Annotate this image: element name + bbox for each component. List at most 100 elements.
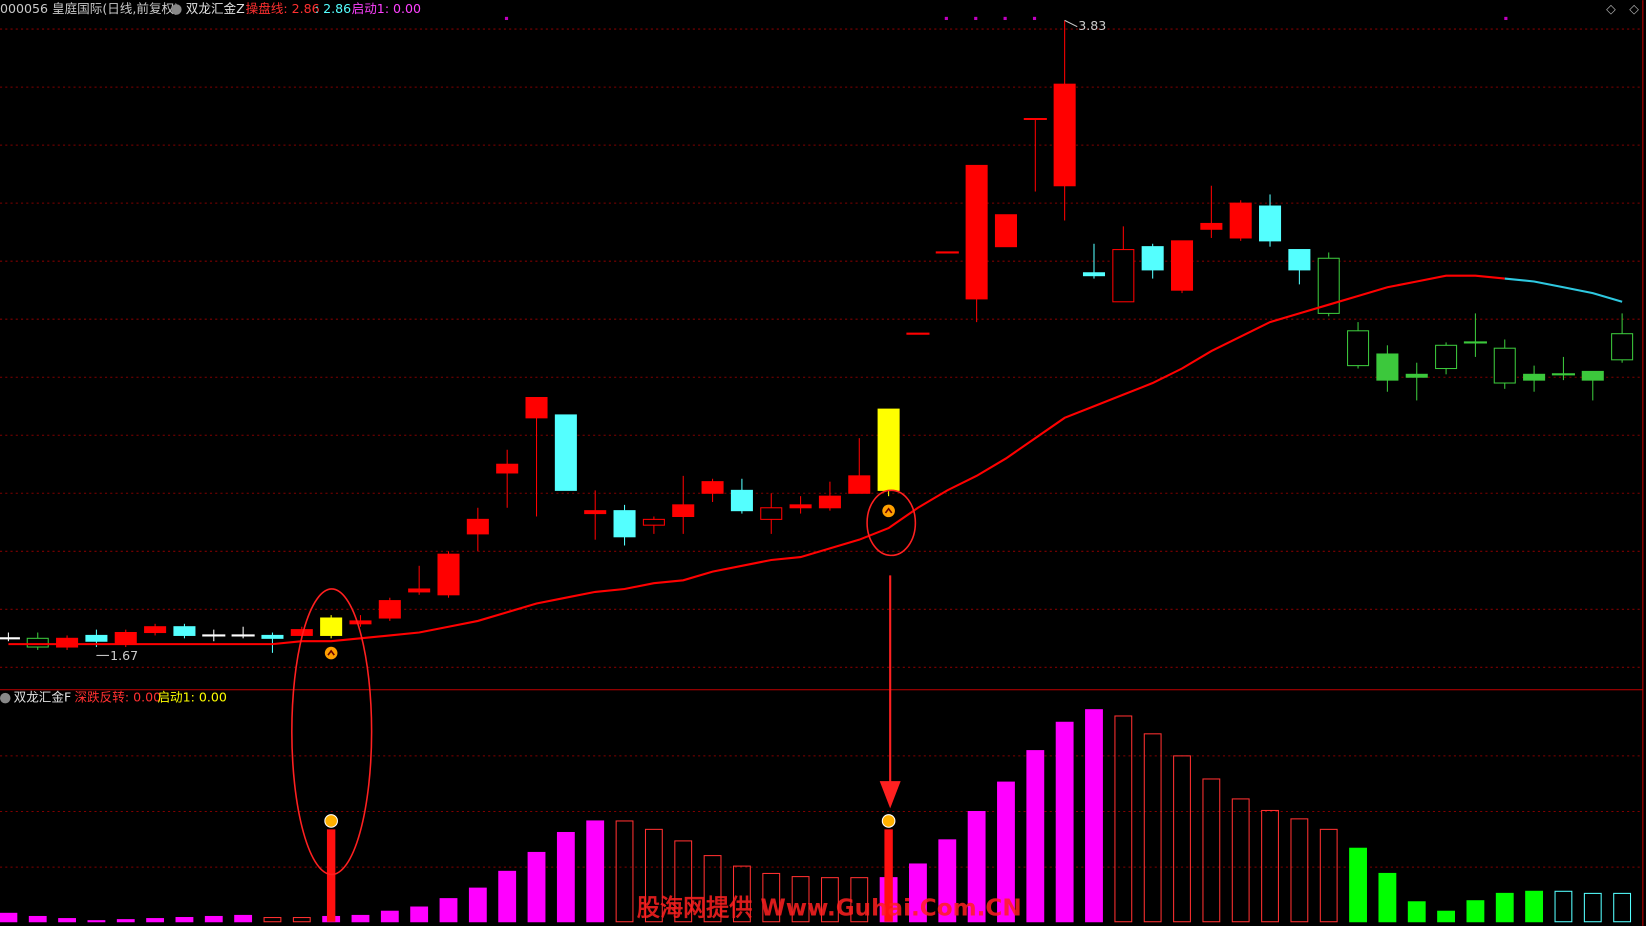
dropdown-icon[interactable] xyxy=(171,4,182,15)
indicator-bar xyxy=(1349,847,1367,923)
candle-body xyxy=(1053,83,1076,187)
indicator-bar xyxy=(527,851,546,923)
candle-body xyxy=(965,164,988,300)
readout: 深跌反转: 0.00 xyxy=(75,690,162,705)
signal-bar xyxy=(326,829,336,922)
annotation-ellipse xyxy=(866,489,917,557)
indicator-bar xyxy=(821,877,839,923)
indicator-bar xyxy=(146,918,165,923)
indicator-bar xyxy=(87,920,106,923)
candle-body xyxy=(730,489,753,512)
indicator-bar xyxy=(263,917,282,923)
indicator-bar xyxy=(556,831,575,923)
annotation-ellipse xyxy=(291,588,373,876)
indicator-bar xyxy=(791,876,810,923)
candle-body xyxy=(408,588,431,593)
readout: 操盘线: 2.86 xyxy=(246,1,320,16)
indicator-bar xyxy=(380,910,399,923)
candle-body xyxy=(85,634,108,642)
indicator-bar xyxy=(1114,715,1133,923)
candle-body xyxy=(1170,240,1194,291)
high-label: 3.83 xyxy=(1078,18,1106,33)
indicator-bar xyxy=(1437,910,1455,923)
candle-body xyxy=(1435,344,1458,370)
indicator-bar xyxy=(1583,892,1602,923)
indicator-bar xyxy=(1055,721,1074,923)
candle-body xyxy=(1229,202,1252,239)
indicator-bar xyxy=(967,810,986,923)
indicator-name: 双龙汇金Z xyxy=(186,1,245,16)
plot: 3.83 1.67 xyxy=(0,18,1643,923)
signal-icon xyxy=(327,649,335,656)
symbol-title: 000056 皇庭国际(日线,前复权) xyxy=(0,1,179,16)
candle-body xyxy=(56,637,79,648)
indicator-bar xyxy=(1407,901,1426,923)
icon-button[interactable]: ◇ xyxy=(1629,1,1639,16)
dropdown-icon[interactable] xyxy=(0,692,11,704)
indicator-bar xyxy=(28,915,47,923)
candle-body xyxy=(261,634,284,639)
indicator-bar xyxy=(1495,892,1514,923)
candle-body xyxy=(1523,373,1546,381)
candle-body xyxy=(144,626,167,634)
indicator-bar xyxy=(439,898,458,923)
candle-body xyxy=(1141,246,1164,271)
candle-body xyxy=(877,408,900,491)
indicator-bar xyxy=(1261,809,1279,923)
candle-body xyxy=(1405,373,1428,378)
indicator-bar xyxy=(1143,733,1162,923)
candle-body xyxy=(1259,205,1282,242)
readout: : 2.86 xyxy=(315,1,351,16)
candle-body xyxy=(114,631,137,645)
candle-body xyxy=(994,214,1017,248)
candle-body xyxy=(701,481,724,494)
indicator-bar xyxy=(938,839,957,923)
indicator-bar xyxy=(997,781,1015,923)
indicator-bar xyxy=(615,820,634,923)
indicator-bar xyxy=(1378,872,1397,923)
candle-body xyxy=(1200,222,1223,230)
indicator-bar xyxy=(762,872,781,923)
watermark: 股海网提供 Www.Guhai.Com.CN xyxy=(637,895,1022,922)
candle-body xyxy=(1112,249,1135,303)
candle-body xyxy=(437,553,460,596)
indicator-bar xyxy=(674,840,693,923)
candle-body xyxy=(1288,249,1311,271)
indicator-bar xyxy=(410,906,429,923)
indicator-bar xyxy=(1173,755,1191,923)
indicator-bar xyxy=(351,914,370,923)
indicator-bar xyxy=(204,915,223,923)
label-pointer xyxy=(1064,19,1078,28)
indicator-name: 双龙汇金F xyxy=(14,690,72,705)
top-markers xyxy=(504,16,1508,21)
candle-body xyxy=(554,414,577,491)
candle-body xyxy=(173,626,196,636)
candle-body xyxy=(1376,353,1399,381)
candle-body xyxy=(1611,333,1634,361)
candle-body xyxy=(1581,370,1604,381)
icon-button[interactable]: ◇ xyxy=(1606,1,1616,16)
candle-body xyxy=(789,504,812,509)
indicator-bar xyxy=(1466,900,1485,923)
indicator-bar xyxy=(644,828,663,923)
candle-body xyxy=(584,510,607,515)
indicator-bar xyxy=(1290,818,1309,923)
candle-body xyxy=(1493,347,1516,384)
candle-body xyxy=(848,475,871,494)
indicator-bar xyxy=(586,820,605,923)
candle-body xyxy=(1317,257,1340,314)
indicator-bar xyxy=(1525,890,1544,923)
ma-line xyxy=(8,274,1505,646)
candle-body xyxy=(525,397,548,419)
signal-coin xyxy=(324,814,338,828)
candle-body xyxy=(349,620,372,625)
signal-icon xyxy=(882,504,895,518)
readout: 启动1: 0.00 xyxy=(157,690,226,705)
candle-body xyxy=(760,507,783,520)
indicator-bar xyxy=(0,912,18,923)
indicator-bar xyxy=(1085,709,1103,923)
indicator-bar xyxy=(732,865,751,923)
indicator-bar xyxy=(116,919,135,923)
